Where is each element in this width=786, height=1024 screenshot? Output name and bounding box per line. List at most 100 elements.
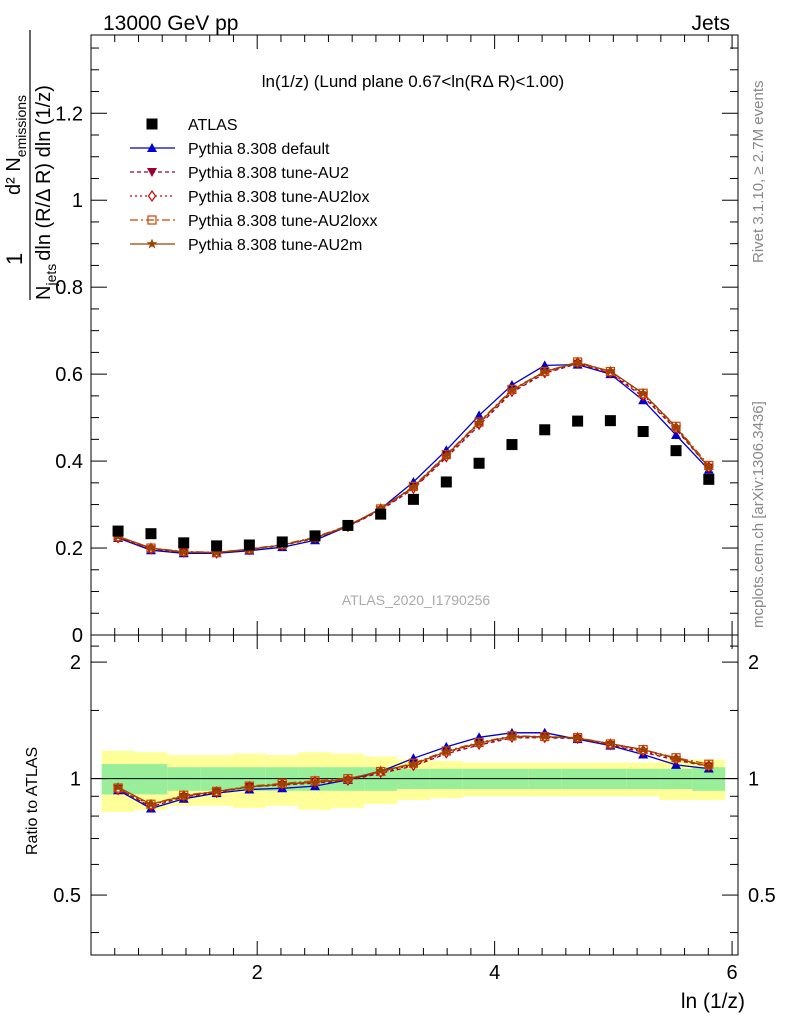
- atlas-data-point: [211, 540, 223, 552]
- ratio-band-inner: [134, 764, 168, 795]
- atlas-data-point: [604, 415, 616, 427]
- series-point-4: [703, 462, 715, 473]
- header-process-label: Jets: [691, 12, 730, 35]
- series-point-4: [145, 542, 157, 553]
- ratio-point-4: [277, 778, 288, 789]
- y-tick-label: 0.4: [55, 451, 83, 473]
- x-tick-label: 4: [489, 962, 500, 984]
- atlas-data-point: [440, 476, 452, 488]
- legend-marker: [147, 143, 157, 152]
- series-point-4: [506, 384, 518, 395]
- series-line-4: [117, 362, 710, 554]
- atlas-data-point: [637, 426, 649, 438]
- atlas-data-point: [243, 539, 255, 551]
- header-energy-label: 13000 GeV pp: [103, 12, 238, 35]
- ratio-y-axis-label: Ratio to ATLAS: [24, 747, 41, 855]
- legend-label: Pythia 8.308 tune-AU2: [188, 165, 349, 182]
- atlas-data-point: [407, 493, 419, 505]
- series-point-0: [474, 410, 485, 420]
- atlas-data-point: [703, 473, 715, 485]
- atlas-data-point: [375, 508, 387, 520]
- series-point-4: [605, 365, 616, 376]
- ratio-point-4: [211, 785, 222, 796]
- ratio-point-4: [441, 746, 452, 757]
- ratio-point-4: [112, 781, 124, 792]
- atlas-data-point: [145, 528, 157, 540]
- legend-label: Pythia 8.308 default: [188, 141, 330, 158]
- atlas-data-point: [342, 519, 354, 531]
- series-point-4: [670, 421, 682, 432]
- legend-label: Pythia 8.308 tune-AU2loxx: [188, 213, 377, 230]
- analysis-id-label: ATLAS_2020_I1790256: [342, 592, 491, 608]
- series-point-4: [178, 546, 189, 557]
- rivet-version-label: Rivet 3.1.10, ≥ 2.7M events: [750, 81, 767, 264]
- x-tick-label: 2: [252, 962, 263, 984]
- series-point-4: [637, 387, 649, 398]
- ratio-point-0: [474, 732, 485, 742]
- atlas-data-point: [539, 424, 551, 436]
- ratio-y-tick-label: 1: [70, 769, 81, 791]
- ratio-point-4: [506, 730, 518, 741]
- series-point-0: [671, 430, 682, 439]
- ratio-point-4: [473, 737, 485, 748]
- atlas-data-point: [276, 536, 288, 548]
- series-point-4: [572, 357, 583, 368]
- ratio-point-4: [375, 765, 386, 776]
- ratio-point-4: [539, 731, 550, 742]
- ratio-y-tick-label-right: 0.5: [748, 885, 776, 907]
- legend-label: Pythia 8.308 tune-AU2m: [188, 237, 362, 254]
- atlas-data-point: [178, 537, 190, 549]
- mcplots-source-label: mcplots.cern.ch [arXiv:1306.3436]: [750, 401, 767, 628]
- series-point-4: [539, 366, 550, 376]
- ratio-y-tick-label: 2: [70, 652, 81, 674]
- series-line-0: [117, 363, 710, 554]
- series-line-1: [117, 363, 710, 554]
- series-line-2: [117, 362, 710, 554]
- ratio-frame: [90, 634, 739, 956]
- atlas-data-point: [670, 445, 682, 457]
- series-point-4: [441, 449, 452, 460]
- series-point-4: [408, 481, 419, 492]
- legend-marker: [147, 168, 157, 177]
- legend-marker: [146, 118, 158, 130]
- y-tick-label: 0.8: [55, 277, 83, 299]
- series-point-0: [506, 380, 517, 389]
- atlas-data-point: [506, 439, 518, 451]
- y-label-denominator: Njetsdln (R/Δ R) dln (1/z): [33, 85, 59, 300]
- atlas-data-point: [473, 457, 485, 469]
- ratio-y-tick-label-right: 1: [748, 769, 759, 791]
- y-tick-label: 0.6: [55, 364, 83, 386]
- series-point-0: [441, 445, 452, 455]
- series-line-3: [117, 361, 710, 554]
- atlas-data-point: [309, 530, 321, 542]
- x-axis-label: ln (1/z): [681, 990, 745, 1013]
- main-y-axis-label: 1 d² Nemissions Njetsdln (R/Δ R) dln (1/…: [2, 30, 59, 300]
- y-tick-label: 1: [72, 190, 83, 212]
- ratio-point-4: [408, 758, 419, 769]
- atlas-data-point: [572, 415, 584, 427]
- y-label-prefix: 1: [2, 253, 27, 265]
- series-point-4: [375, 502, 386, 513]
- ratio-point-4: [244, 781, 255, 792]
- ratio-point-4: [178, 790, 189, 801]
- ratio-point-4: [605, 738, 616, 749]
- y-tick-label: 0: [72, 625, 83, 647]
- y-tick-label: 1.2: [55, 103, 83, 125]
- ratio-y-tick-label: 0.5: [53, 885, 81, 907]
- x-tick-label: 6: [727, 962, 738, 984]
- chart-title: ln(1/z) (Lund plane 0.67<ln(RΔ R)<1.00): [262, 72, 564, 91]
- series-point-4: [473, 417, 485, 428]
- ratio-point-4: [342, 773, 354, 784]
- legend-label: ATLAS: [188, 117, 238, 134]
- ratio-panel: 2 4 6 0.5 0.5 1 1 2 2: [53, 634, 776, 984]
- ratio-point-0: [408, 753, 419, 763]
- ratio-point-4: [145, 798, 157, 809]
- legend: ATLAS Pythia 8.308 default Pythia 8.308 tu…: [130, 117, 377, 254]
- ratio-point-4: [703, 760, 715, 771]
- legend-marker: [147, 215, 157, 225]
- legend-marker: [147, 189, 157, 203]
- ratio-point-4: [637, 744, 649, 755]
- ratio-point-4: [309, 776, 321, 787]
- series-point-4: [211, 546, 222, 557]
